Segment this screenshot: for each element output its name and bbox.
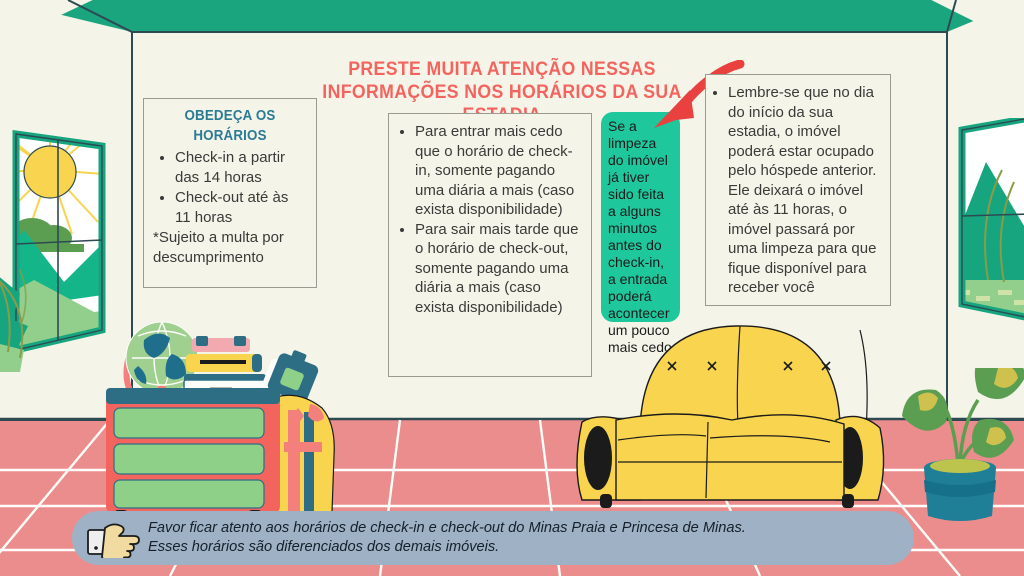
list-item: Para sair mais tarde que o horário de ch… (415, 220, 583, 318)
schedule-note: *Sujeito a multa por descumprimento (153, 229, 284, 266)
left-window (0, 129, 106, 372)
cleaning-text: Se a limpeza do imóvel já tiver sido fei… (608, 118, 672, 355)
list-item: Check-out até às 11 horas (175, 188, 307, 227)
info-box-reminder: Lembre-se que no dia do início da sua es… (705, 74, 891, 306)
dresser-with-globe-and-backpack (106, 321, 335, 520)
stacked-books-icon (183, 336, 267, 395)
rules-list: Para entrar mais cedo que o horário de c… (393, 122, 583, 317)
list-item: Lembre-se que no dia do início da sua es… (728, 83, 882, 298)
reminder-list: Lembre-se que no dia do início da sua es… (708, 83, 882, 298)
camera-icon (257, 350, 319, 404)
banner-line-2: Esses horários são diferenciados dos dem… (148, 539, 500, 555)
banner-text: Favor ficar atento aos horários de check… (148, 519, 746, 557)
schedule-list: Check-in a partir das 14 horas Check-out… (153, 148, 307, 227)
bottom-notice-banner: Favor ficar atento aos horários de check… (72, 511, 914, 565)
pointing-hand-icon (87, 523, 140, 558)
info-box-schedule-title: OBEDEÇA OS HORÁRIOS (184, 108, 276, 144)
yellow-sofa (576, 325, 885, 508)
potted-plant (902, 368, 1024, 521)
list-item: Para entrar mais cedo que o horário de c… (415, 122, 583, 220)
list-item: Check-in a partir das 14 horas (175, 148, 307, 187)
info-box-rules: Para entrar mais cedo que o horário de c… (388, 113, 592, 377)
right-window (958, 118, 1024, 321)
banner-line-1: Favor ficar atento aos horários de check… (148, 520, 746, 536)
info-box-cleaning-highlight: Se a limpeza do imóvel já tiver sido fei… (601, 112, 680, 355)
info-box-schedule: OBEDEÇA OS HORÁRIOS Check-in a partir da… (143, 98, 317, 288)
